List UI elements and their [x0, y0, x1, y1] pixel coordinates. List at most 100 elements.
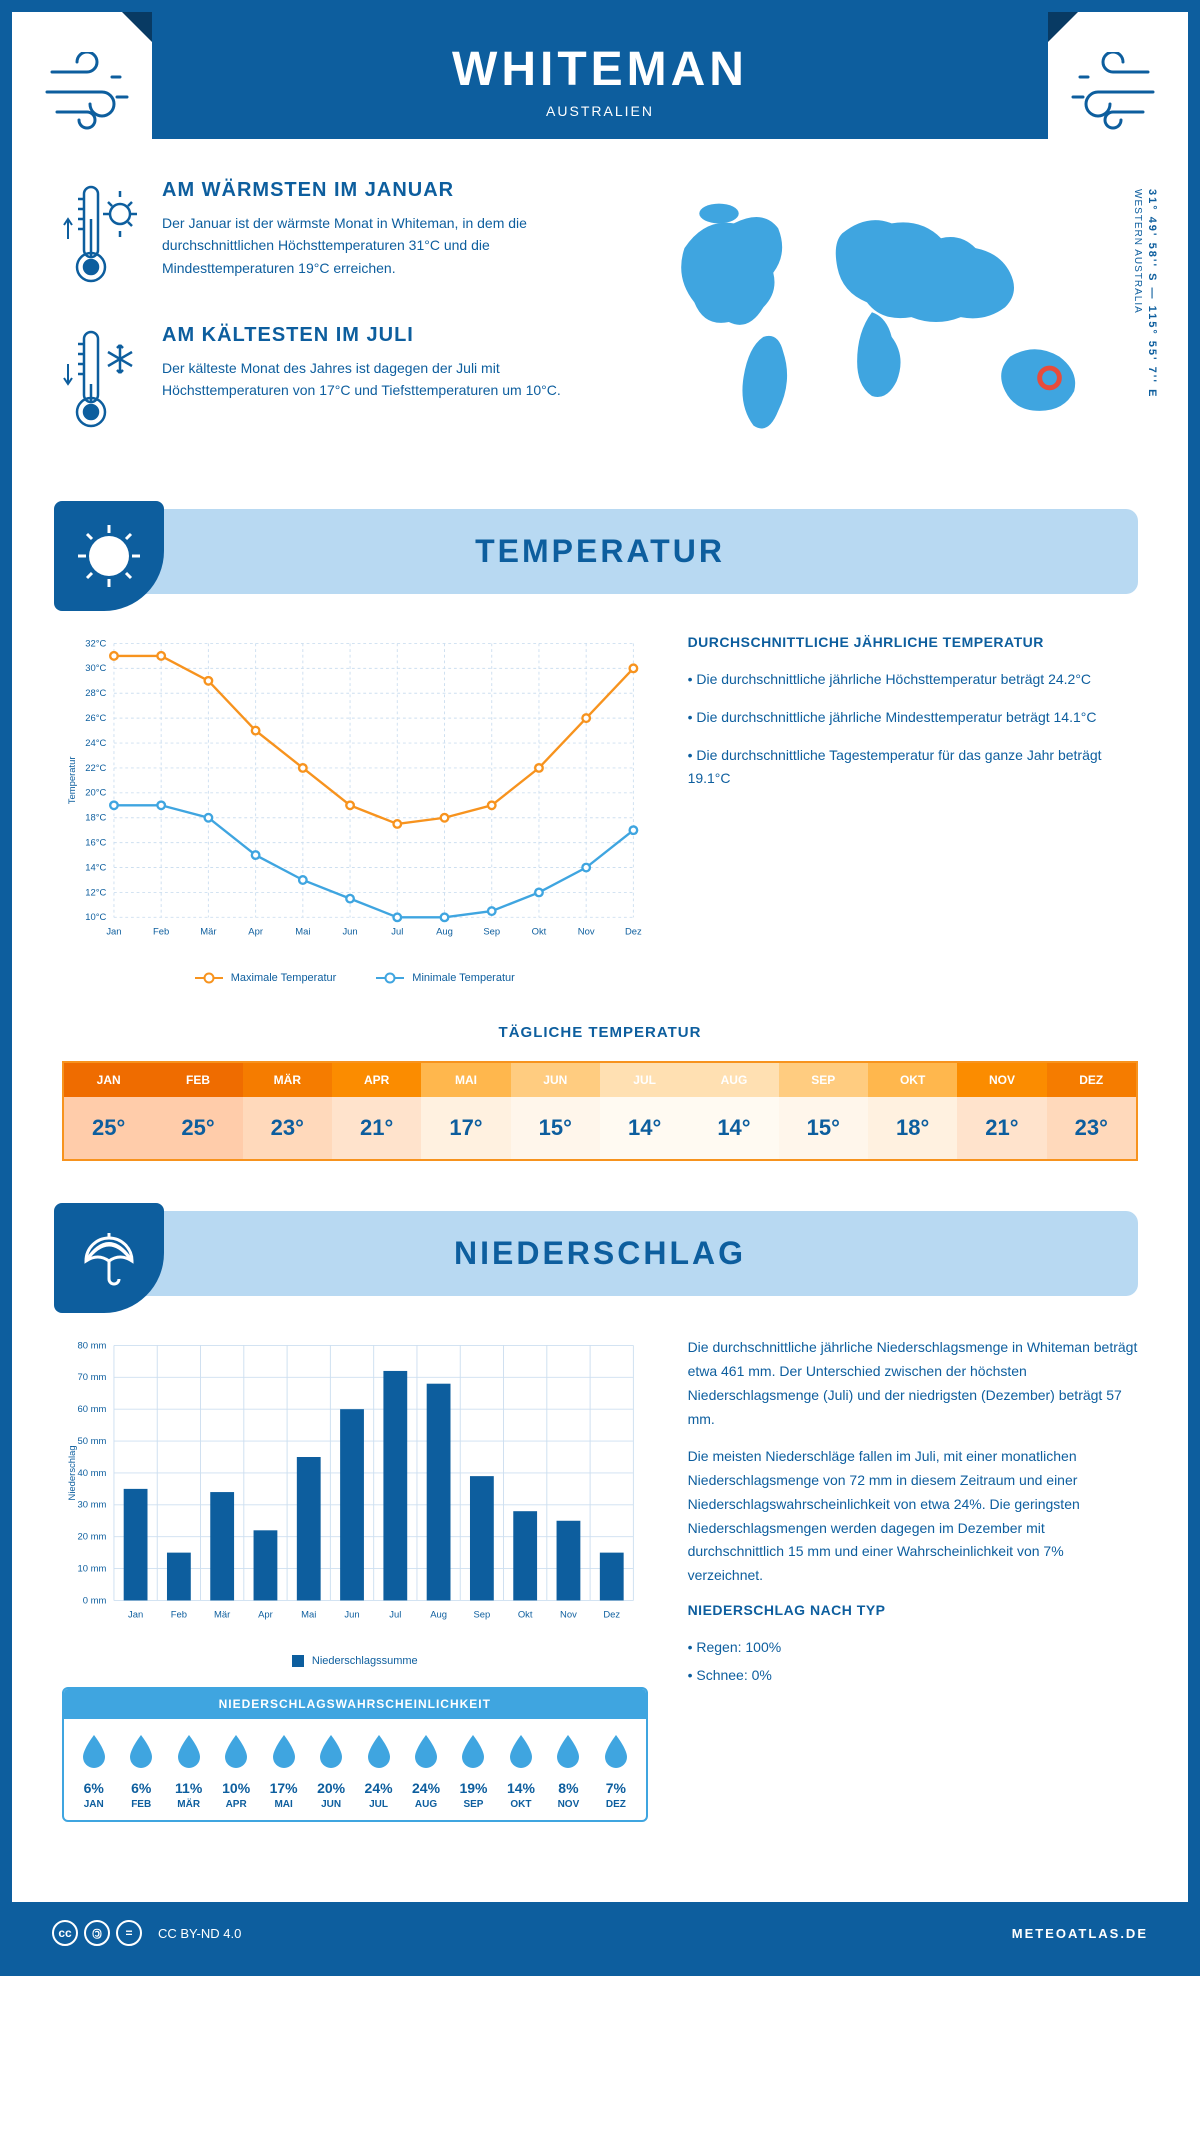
temp-cell: SEP 15°: [779, 1063, 868, 1159]
svg-text:22°C: 22°C: [85, 763, 106, 774]
temp-cell: AUG 14°: [689, 1063, 778, 1159]
precip-type-1: • Regen: 100%: [688, 1636, 1138, 1660]
svg-text:Jan: Jan: [128, 1610, 143, 1621]
temp-cell: OKT 18°: [868, 1063, 957, 1159]
drop-icon: [221, 1733, 251, 1769]
svg-text:Okt: Okt: [532, 926, 547, 937]
drop-icon: [79, 1733, 109, 1769]
svg-text:14°C: 14°C: [85, 862, 106, 873]
warmest-text: Der Januar ist der wärmste Monat in Whit…: [162, 212, 605, 279]
svg-text:Aug: Aug: [430, 1610, 447, 1621]
prob-cell: 11% MÄR: [165, 1733, 212, 1810]
temp-cell: JUL 14°: [600, 1063, 689, 1159]
drop-icon: [411, 1733, 441, 1769]
svg-text:Nov: Nov: [560, 1610, 577, 1621]
temp-cell: JUN 15°: [511, 1063, 600, 1159]
svg-text:32°C: 32°C: [85, 638, 106, 649]
drop-icon: [174, 1733, 204, 1769]
prob-title: NIEDERSCHLAGSWAHRSCHEINLICHKEIT: [64, 1689, 646, 1719]
precip-info: Die durchschnittliche jährliche Niedersc…: [688, 1336, 1138, 1822]
daily-temp-title: TÄGLICHE TEMPERATUR: [62, 1024, 1138, 1041]
svg-text:Jul: Jul: [389, 1610, 401, 1621]
temp-info-title: DURCHSCHNITTLICHE JÄHRLICHE TEMPERATUR: [688, 634, 1138, 650]
svg-text:Feb: Feb: [171, 1610, 187, 1621]
svg-text:50 mm: 50 mm: [78, 1436, 107, 1447]
svg-text:30°C: 30°C: [85, 663, 106, 674]
map-column: 31° 49' 58'' S — 115° 55' 7'' E WESTERN …: [645, 179, 1138, 469]
svg-text:12°C: 12°C: [85, 887, 106, 898]
svg-text:Mär: Mär: [214, 1610, 230, 1621]
license-text: CC BY-ND 4.0: [158, 1926, 241, 1941]
site-name: METEOATLAS.DE: [1012, 1926, 1148, 1941]
prob-cell: 7% DEZ: [592, 1733, 639, 1810]
svg-text:Niederschlag: Niederschlag: [67, 1446, 78, 1501]
warmest-title: AM WÄRMSTEN IM JANUAR: [162, 179, 605, 202]
header-wrap: WHITEMAN AUSTRALIEN: [12, 12, 1188, 139]
svg-text:0 mm: 0 mm: [83, 1595, 107, 1606]
precip-chart-row: 0 mm10 mm20 mm30 mm40 mm50 mm60 mm70 mm8…: [62, 1336, 1138, 1822]
umbrella-icon: [54, 1203, 164, 1313]
drop-icon: [506, 1733, 536, 1769]
prob-cell: 20% JUN: [307, 1733, 354, 1810]
prob-cell: 19% SEP: [450, 1733, 497, 1810]
svg-text:28°C: 28°C: [85, 688, 106, 699]
prob-cell: 24% AUG: [402, 1733, 449, 1810]
temp-cell: APR 21°: [332, 1063, 421, 1159]
precip-type-2: • Schnee: 0%: [688, 1664, 1138, 1688]
drop-icon: [601, 1733, 631, 1769]
content: AM WÄRMSTEN IM JANUAR Der Januar ist der…: [12, 139, 1188, 1902]
page-title: WHITEMAN: [172, 42, 1028, 97]
svg-text:Mai: Mai: [301, 1610, 316, 1621]
svg-text:Mai: Mai: [295, 926, 310, 937]
temp-cell: MAI 17°: [421, 1063, 510, 1159]
prob-cell: 6% FEB: [117, 1733, 164, 1810]
precip-legend: Niederschlagssumme: [62, 1655, 648, 1667]
svg-text:40 mm: 40 mm: [78, 1468, 107, 1479]
temp-title: TEMPERATUR: [86, 533, 1114, 570]
precip-type-title: NIEDERSCHLAG NACH TYP: [688, 1602, 1138, 1618]
prob-cell: 8% NOV: [545, 1733, 592, 1810]
footer: cc 🄯 = CC BY-ND 4.0 METEOATLAS.DE: [12, 1902, 1188, 1964]
temp-cell: JAN 25°: [64, 1063, 153, 1159]
svg-text:20°C: 20°C: [85, 788, 106, 799]
legend-bar: Niederschlagssumme: [312, 1655, 418, 1667]
svg-text:10 mm: 10 mm: [78, 1564, 107, 1575]
temp-cell: NOV 21°: [957, 1063, 1046, 1159]
coldest-fact: AM KÄLTESTEN IM JULI Der kälteste Monat …: [62, 324, 605, 439]
svg-text:80 mm: 80 mm: [78, 1340, 107, 1351]
precip-p2: Die meisten Niederschläge fallen im Juli…: [688, 1445, 1138, 1588]
license-block: cc 🄯 = CC BY-ND 4.0: [52, 1920, 241, 1946]
svg-text:Apr: Apr: [248, 926, 263, 937]
svg-text:Jun: Jun: [344, 1610, 359, 1621]
drop-icon: [126, 1733, 156, 1769]
svg-text:24°C: 24°C: [85, 738, 106, 749]
svg-text:Dez: Dez: [603, 1610, 620, 1621]
drop-icon: [269, 1733, 299, 1769]
svg-text:Mär: Mär: [200, 926, 216, 937]
svg-text:Jan: Jan: [106, 926, 121, 937]
temp-chart-row: 10°C12°C14°C16°C18°C20°C22°C24°C26°C28°C…: [62, 634, 1138, 984]
svg-text:70 mm: 70 mm: [78, 1372, 107, 1383]
temp-chart: 10°C12°C14°C16°C18°C20°C22°C24°C26°C28°C…: [62, 634, 648, 984]
legend-min: Minimale Temperatur: [412, 972, 515, 984]
coldest-title: AM KÄLTESTEN IM JULI: [162, 324, 605, 347]
svg-text:Temperatur: Temperatur: [67, 757, 78, 805]
legend-max: Maximale Temperatur: [231, 972, 337, 984]
drop-icon: [364, 1733, 394, 1769]
wind-icon-right: [1058, 52, 1158, 132]
title-banner: WHITEMAN AUSTRALIEN: [152, 12, 1048, 139]
region-label: WESTERN AUSTRALIA: [1132, 189, 1143, 314]
prob-panel: NIEDERSCHLAGSWAHRSCHEINLICHKEIT 6% JAN 6…: [62, 1687, 648, 1822]
page-frame: WHITEMAN AUSTRALIEN: [0, 0, 1200, 1976]
intro-row: AM WÄRMSTEN IM JANUAR Der Januar ist der…: [62, 179, 1138, 469]
thermometer-sun-icon: [62, 179, 142, 294]
temp-bullet-3: • Die durchschnittliche Tagestemperatur …: [688, 744, 1138, 792]
cc-icon: cc: [52, 1920, 78, 1946]
precip-p1: Die durchschnittliche jährliche Niedersc…: [688, 1336, 1138, 1431]
svg-text:Apr: Apr: [258, 1610, 273, 1621]
drop-icon: [316, 1733, 346, 1769]
coordinates: 31° 49' 58'' S — 115° 55' 7'' E: [1146, 189, 1158, 398]
prob-cell: 17% MAI: [260, 1733, 307, 1810]
svg-text:Feb: Feb: [153, 926, 169, 937]
thermometer-snow-icon: [62, 324, 142, 439]
